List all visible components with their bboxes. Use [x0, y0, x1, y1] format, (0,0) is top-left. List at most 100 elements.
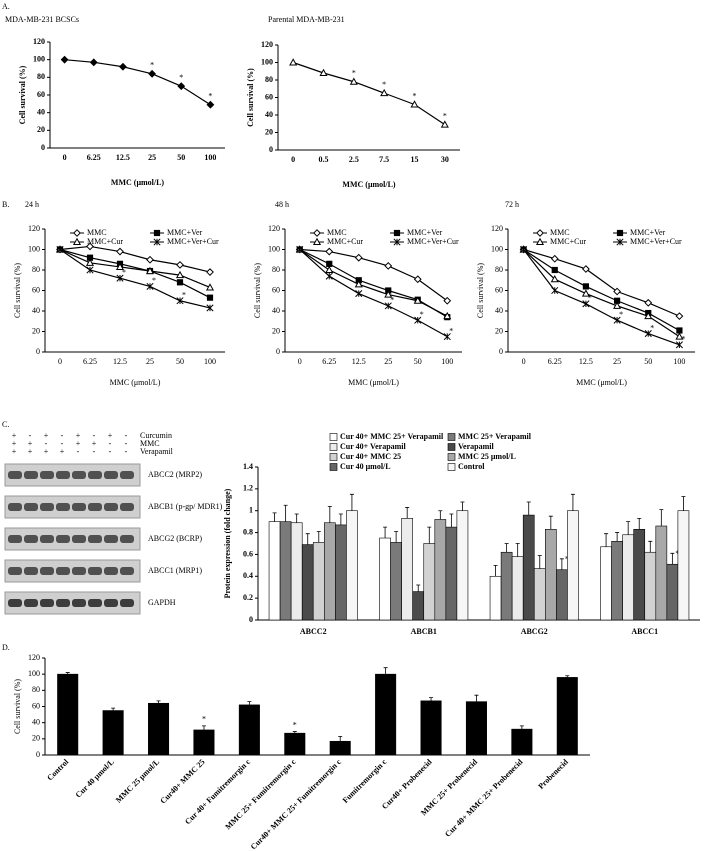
significance: *: [150, 61, 154, 70]
error-bar: [559, 558, 564, 570]
error-bar: [305, 533, 310, 545]
y-tick-label: 80: [37, 72, 45, 81]
legend-label: MMC+Ver+Cur: [630, 237, 682, 246]
bar: [644, 551, 657, 621]
marker: [582, 283, 590, 290]
treatment-sign: -: [93, 431, 96, 440]
treatment-sign: +: [108, 431, 113, 440]
bar: [489, 575, 502, 621]
blot-band: [40, 503, 54, 511]
y-axis-label: Protein expression (fold change): [223, 488, 232, 598]
significance: *: [565, 555, 569, 564]
marker: [413, 275, 422, 284]
error-bar: [283, 504, 288, 522]
significance: *: [619, 310, 623, 319]
y-tick-label: 0: [276, 347, 280, 356]
marker: [613, 301, 622, 309]
treatment-name: Curcumin: [140, 431, 172, 440]
marker: [86, 266, 94, 274]
bar: [375, 673, 397, 756]
marker: [325, 247, 334, 256]
treatment-sign: -: [109, 447, 112, 456]
y-tick-label: 20: [32, 734, 40, 743]
significance: *: [420, 310, 424, 319]
bar: [423, 543, 436, 621]
marker: [349, 77, 358, 85]
treatment-sign: +: [28, 439, 33, 448]
chart-title: MDA-MB-231 BCSCs: [5, 15, 79, 24]
chart-title: 48 h: [275, 200, 289, 209]
marker: [644, 329, 652, 338]
marker: [413, 296, 422, 304]
y-tick-label: 120: [261, 40, 273, 49]
x-tick-label: 50: [414, 357, 422, 366]
marker: [440, 120, 449, 128]
blot-band: [24, 599, 38, 607]
bar: [335, 524, 347, 621]
y-tick-label: 20: [37, 125, 45, 134]
error-bar: [626, 521, 631, 535]
x-tick-label: MMC 25 μmol/L: [114, 757, 161, 804]
bar: [390, 542, 402, 621]
bar: [556, 677, 578, 756]
blot-band: [24, 503, 38, 511]
series-line: [299, 248, 448, 318]
error-bar: [648, 540, 653, 553]
x-tick-label: 100: [673, 357, 685, 366]
significance: *: [293, 720, 297, 729]
blot-band: [72, 599, 86, 607]
blot-band: [88, 567, 102, 575]
x-tick-label: ABCG2: [521, 627, 548, 636]
error-bar: [515, 543, 520, 557]
marker: [60, 55, 69, 64]
marker: [613, 316, 621, 324]
legend-label: MMC+Cur: [327, 237, 363, 246]
y-tick-label: 0: [249, 615, 253, 624]
panel-label: A.: [2, 2, 10, 11]
marker: [384, 261, 393, 270]
y-tick-label: 80: [272, 265, 280, 274]
significance: *: [179, 73, 183, 82]
chart-title: 24 h: [25, 200, 39, 209]
error-bar: [316, 531, 321, 543]
marker: [206, 304, 214, 312]
marker: [325, 272, 333, 280]
marker: [384, 302, 392, 310]
marker: [319, 68, 328, 77]
marker: [414, 316, 422, 324]
x-tick-label: 6.25: [322, 357, 336, 366]
error-bar: [427, 526, 432, 544]
blot-band: [88, 535, 102, 543]
legend-label: MMC+Cur: [550, 237, 586, 246]
marker: [355, 290, 363, 298]
legend-label: MMC 25 μmol/L: [458, 452, 516, 461]
x-tick-label: ABCB1: [411, 627, 437, 636]
x-axis-label: MMC (μmol/L): [110, 378, 161, 387]
y-tick-label: 40: [272, 306, 280, 315]
significance: *: [443, 111, 447, 120]
significance: *: [675, 549, 679, 558]
treatment-sign: +: [76, 439, 81, 448]
legend-swatch: [329, 463, 338, 471]
chart-title: Parental MDA-MB-231: [268, 15, 345, 24]
bar: [556, 569, 568, 621]
significance: *: [650, 323, 654, 332]
blot-band: [40, 599, 54, 607]
legend-label: MMC+Ver+Cur: [167, 237, 219, 246]
y-tick-label: 120: [268, 224, 280, 233]
y-tick-label: 0.8: [243, 527, 253, 536]
bar: [465, 701, 487, 756]
marker: [116, 274, 124, 282]
bar: [622, 534, 635, 621]
blot-band: [72, 535, 86, 543]
marker: [354, 253, 363, 262]
blot-band: [40, 535, 54, 543]
marker: [115, 262, 125, 270]
bar: [379, 537, 391, 621]
marker: [520, 245, 528, 254]
error-bar: [272, 512, 277, 522]
x-tick-label: 2.5: [349, 155, 359, 164]
band-label: ABCG2 (BCRP): [148, 534, 202, 543]
y-tick-label: 80: [265, 75, 273, 84]
marker: [550, 274, 559, 283]
